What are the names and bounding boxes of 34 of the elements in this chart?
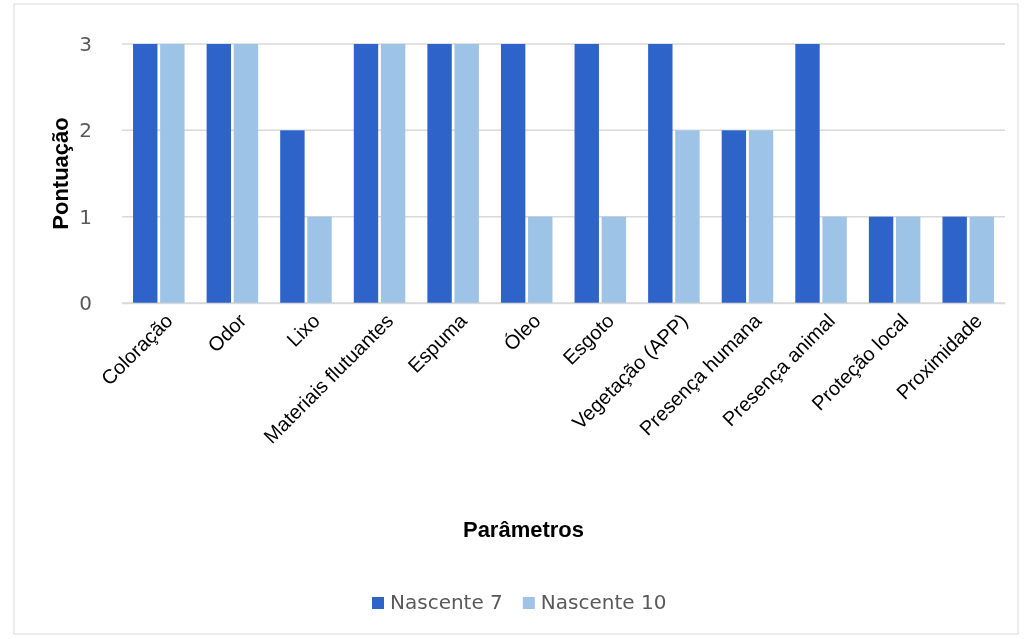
bar (942, 216, 967, 303)
bar (160, 44, 185, 303)
x-tick-label: Óleo (499, 309, 545, 355)
bar (380, 44, 406, 303)
bar (795, 44, 820, 303)
y-axis-title: Pontuação (48, 117, 73, 230)
bar (307, 216, 332, 303)
x-axis-title: Parâmetros (462, 517, 585, 542)
bar (206, 44, 232, 303)
legend-label: Nascente 7 (390, 590, 503, 614)
bar (721, 130, 747, 303)
bar (868, 216, 894, 303)
legend-label: Nascente 10 (540, 590, 667, 614)
bar (454, 44, 479, 303)
bar (675, 130, 700, 303)
bar (528, 216, 553, 303)
bar (648, 44, 673, 303)
bar (353, 44, 379, 303)
bar (280, 130, 305, 303)
bar (427, 44, 452, 303)
bar (133, 44, 158, 303)
y-tick-label: 1 (79, 204, 92, 229)
y-tick-label: 3 (79, 31, 92, 56)
y-tick-label: 0 (79, 290, 92, 315)
bar (574, 44, 599, 303)
bar (748, 130, 774, 303)
bar (895, 216, 921, 303)
bar (500, 44, 526, 303)
bar (601, 216, 627, 303)
bar (969, 216, 994, 303)
bar (822, 216, 847, 303)
y-tick-label: 2 (79, 118, 92, 143)
bar (233, 44, 259, 303)
x-tick-label: Lixo (282, 309, 324, 351)
